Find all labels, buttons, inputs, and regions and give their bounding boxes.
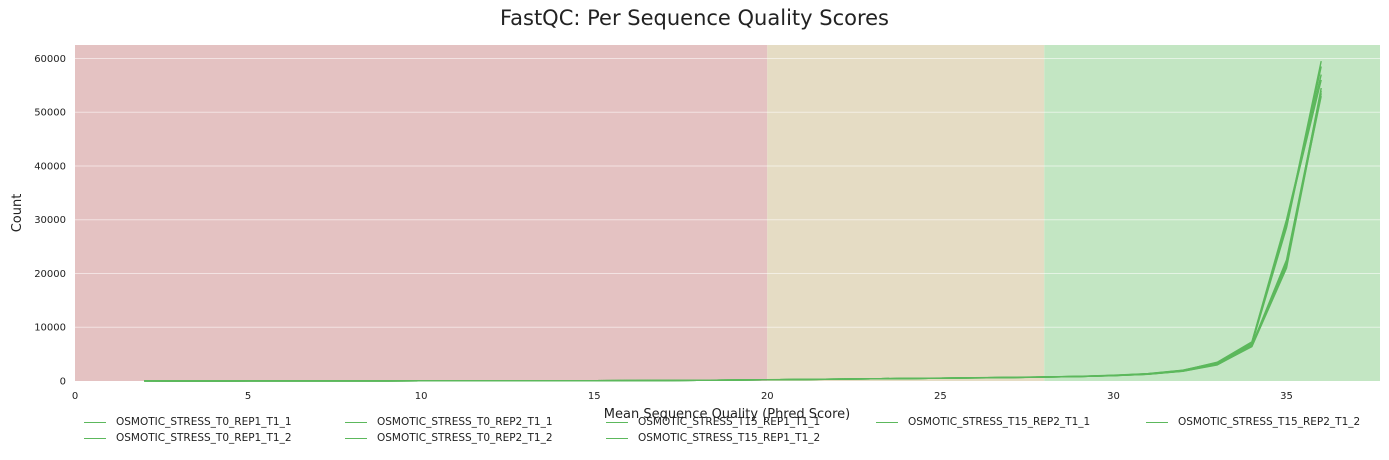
- legend-label: OSMOTIC_STRESS_T0_REP1_T1_1: [116, 416, 292, 428]
- x-tick-label-3: 15: [588, 391, 601, 402]
- legend-swatch: [606, 421, 628, 423]
- legend-swatch: [345, 437, 367, 439]
- y-tick-label-1: 10000: [34, 323, 66, 334]
- legend-item[interactable]: OSMOTIC_STRESS_T0_REP1_T1_1: [84, 416, 292, 428]
- x-tick-label-2: 10: [415, 391, 428, 402]
- x-tick-label-5: 25: [934, 391, 947, 402]
- legend-item[interactable]: OSMOTIC_STRESS_T15_REP2_T1_1: [876, 416, 1090, 428]
- legend-label: OSMOTIC_STRESS_T0_REP1_T1_2: [116, 432, 292, 444]
- x-axis-label: Mean Sequence Quality (Phred Score): [604, 407, 850, 422]
- x-axis-ticks: 0 5 10 15 20 25 30 35: [72, 391, 1293, 402]
- legend-item[interactable]: OSMOTIC_STRESS_T15_REP2_T1_2: [1146, 416, 1360, 428]
- legend-swatch: [606, 437, 628, 439]
- legend-label: OSMOTIC_STRESS_T0_REP2_T1_2: [377, 432, 553, 444]
- x-tick-label-6: 30: [1107, 391, 1120, 402]
- legend-label: OSMOTIC_STRESS_T15_REP2_T1_1: [908, 416, 1091, 428]
- y-tick-label-5: 50000: [34, 108, 66, 119]
- x-tick-label-7: 35: [1280, 391, 1293, 402]
- y-axis-label: Count: [10, 194, 25, 233]
- legend-label: OSMOTIC_STRESS_T15_REP1_T1_2: [638, 432, 821, 444]
- chart-title: FastQC: Per Sequence Quality Scores: [499, 6, 889, 30]
- quality-zone-2: [1044, 45, 1380, 381]
- quality-zone-0: [75, 45, 768, 381]
- x-tick-label-4: 20: [761, 391, 774, 402]
- legend-item[interactable]: OSMOTIC_STRESS_T15_REP1_T1_2: [606, 432, 820, 444]
- legend-label: OSMOTIC_STRESS_T15_REP2_T1_2: [1178, 416, 1361, 428]
- y-axis-ticks: 0 10000 20000 30000 40000 50000 60000: [34, 54, 66, 388]
- legend-swatch: [1146, 421, 1168, 423]
- quality-zones: [75, 45, 1380, 381]
- legend-label: OSMOTIC_STRESS_T15_REP1_T1_1: [638, 416, 821, 428]
- legend-swatch: [876, 421, 898, 423]
- legend-swatch: [345, 421, 367, 423]
- series-lines: [144, 60, 1322, 382]
- series-line-7: [144, 87, 1322, 382]
- legend-item[interactable]: OSMOTIC_STRESS_T0_REP2_T1_1: [345, 416, 553, 428]
- quality-zone-1: [767, 45, 1045, 381]
- y-tick-label-3: 30000: [34, 215, 66, 226]
- x-tick-label-0: 0: [72, 391, 78, 402]
- legend-label: OSMOTIC_STRESS_T0_REP2_T1_1: [377, 416, 553, 428]
- gridlines: [75, 57, 1380, 328]
- y-tick-label-4: 40000: [34, 161, 66, 172]
- legend-item[interactable]: OSMOTIC_STRESS_T0_REP1_T1_2: [84, 432, 292, 444]
- x-tick-label-1: 5: [245, 391, 251, 402]
- legend-item[interactable]: OSMOTIC_STRESS_T0_REP2_T1_2: [345, 432, 553, 444]
- y-tick-label-2: 20000: [34, 269, 66, 280]
- legend-swatch: [84, 437, 106, 439]
- y-tick-label-0: 0: [60, 377, 66, 388]
- y-tick-label-6: 60000: [34, 54, 66, 65]
- legend-item[interactable]: OSMOTIC_STRESS_T15_REP1_T1_1: [606, 416, 820, 428]
- legend-swatch: [84, 421, 106, 423]
